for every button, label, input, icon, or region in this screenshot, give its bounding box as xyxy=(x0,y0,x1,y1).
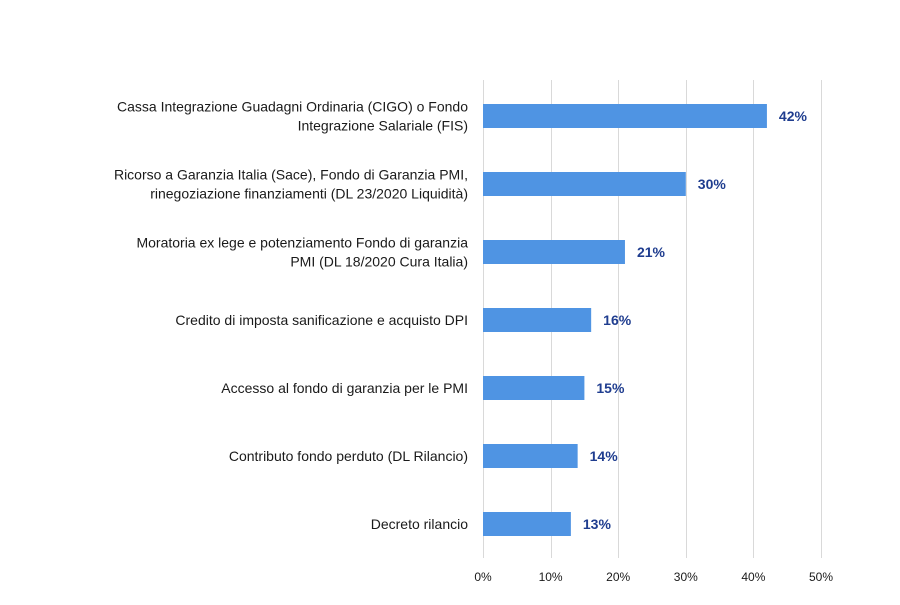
data-label: 42% xyxy=(779,108,808,124)
x-tick-label: 10% xyxy=(539,570,563,584)
data-label: 14% xyxy=(590,448,619,464)
bar xyxy=(483,308,592,332)
data-label: 21% xyxy=(637,244,666,260)
data-label: 30% xyxy=(698,176,727,192)
bar xyxy=(483,512,571,536)
bar xyxy=(483,172,686,196)
category-label: Ricorso a Garanzia Italia (Sace), Fondo … xyxy=(114,167,468,202)
category-label: Credito di imposta sanificazione e acqui… xyxy=(175,312,468,328)
category-label: Accesso al fondo di garanzia per le PMI xyxy=(221,380,468,396)
x-tick-label: 20% xyxy=(606,570,630,584)
x-tick-label: 0% xyxy=(474,570,492,584)
category-labels: Cassa Integrazione Guadagni Ordinaria (C… xyxy=(114,99,468,533)
bar xyxy=(483,376,585,400)
bar xyxy=(483,104,767,128)
x-tick-label: 40% xyxy=(741,570,765,584)
bar xyxy=(483,444,578,468)
data-label: 13% xyxy=(583,516,612,532)
data-labels: 42% 30% 21% 16% 15% 14% 13% xyxy=(583,108,808,532)
x-tick-label: 30% xyxy=(674,570,698,584)
gridlines xyxy=(483,80,822,558)
data-label: 16% xyxy=(603,312,632,328)
bar xyxy=(483,240,625,264)
category-label: Moratoria ex lege e potenziamento Fondo … xyxy=(136,235,468,270)
category-label: Cassa Integrazione Guadagni Ordinaria (C… xyxy=(117,99,468,134)
category-label: Contributo fondo perduto (DL Rilancio) xyxy=(229,448,468,464)
bars xyxy=(483,104,767,536)
x-axis-ticks: 0% 10% 20% 30% 40% 50% xyxy=(474,570,833,584)
x-tick-label: 50% xyxy=(809,570,833,584)
data-label: 15% xyxy=(596,380,625,396)
category-label: Decreto rilancio xyxy=(371,516,468,532)
